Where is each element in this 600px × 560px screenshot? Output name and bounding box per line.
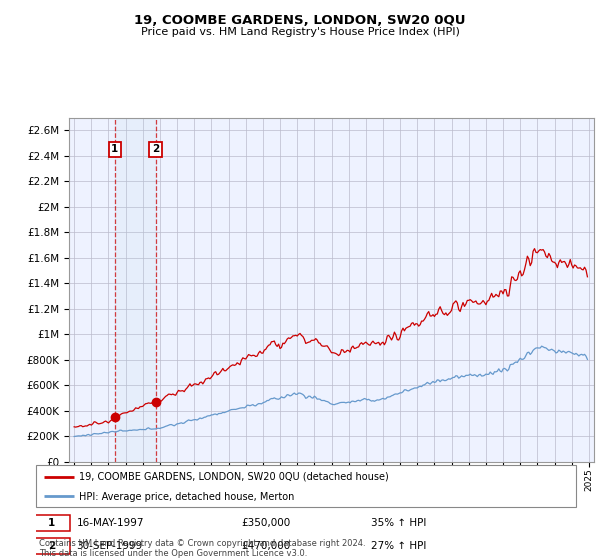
Text: Contains HM Land Registry data © Crown copyright and database right 2024.
This d: Contains HM Land Registry data © Crown c… [39, 539, 365, 558]
Text: 16-MAY-1997: 16-MAY-1997 [77, 517, 144, 528]
Text: HPI: Average price, detached house, Merton: HPI: Average price, detached house, Mert… [79, 492, 295, 502]
Text: 30-SEP-1999: 30-SEP-1999 [77, 542, 143, 552]
Text: 19, COOMBE GARDENS, LONDON, SW20 0QU (detached house): 19, COOMBE GARDENS, LONDON, SW20 0QU (de… [79, 472, 389, 482]
Text: 2: 2 [48, 542, 55, 552]
Text: 1: 1 [111, 144, 118, 155]
Text: 1: 1 [48, 517, 55, 528]
Text: Price paid vs. HM Land Registry's House Price Index (HPI): Price paid vs. HM Land Registry's House … [140, 27, 460, 37]
Text: 35% ↑ HPI: 35% ↑ HPI [371, 517, 426, 528]
FancyBboxPatch shape [34, 515, 70, 530]
Text: 2: 2 [152, 144, 159, 155]
Text: £350,000: £350,000 [241, 517, 290, 528]
Text: 27% ↑ HPI: 27% ↑ HPI [371, 542, 426, 552]
FancyBboxPatch shape [36, 465, 576, 507]
Text: £470,000: £470,000 [241, 542, 290, 552]
Bar [115, 118, 155, 462]
Text: 19, COOMBE GARDENS, LONDON, SW20 0QU: 19, COOMBE GARDENS, LONDON, SW20 0QU [134, 14, 466, 27]
FancyBboxPatch shape [34, 539, 70, 554]
